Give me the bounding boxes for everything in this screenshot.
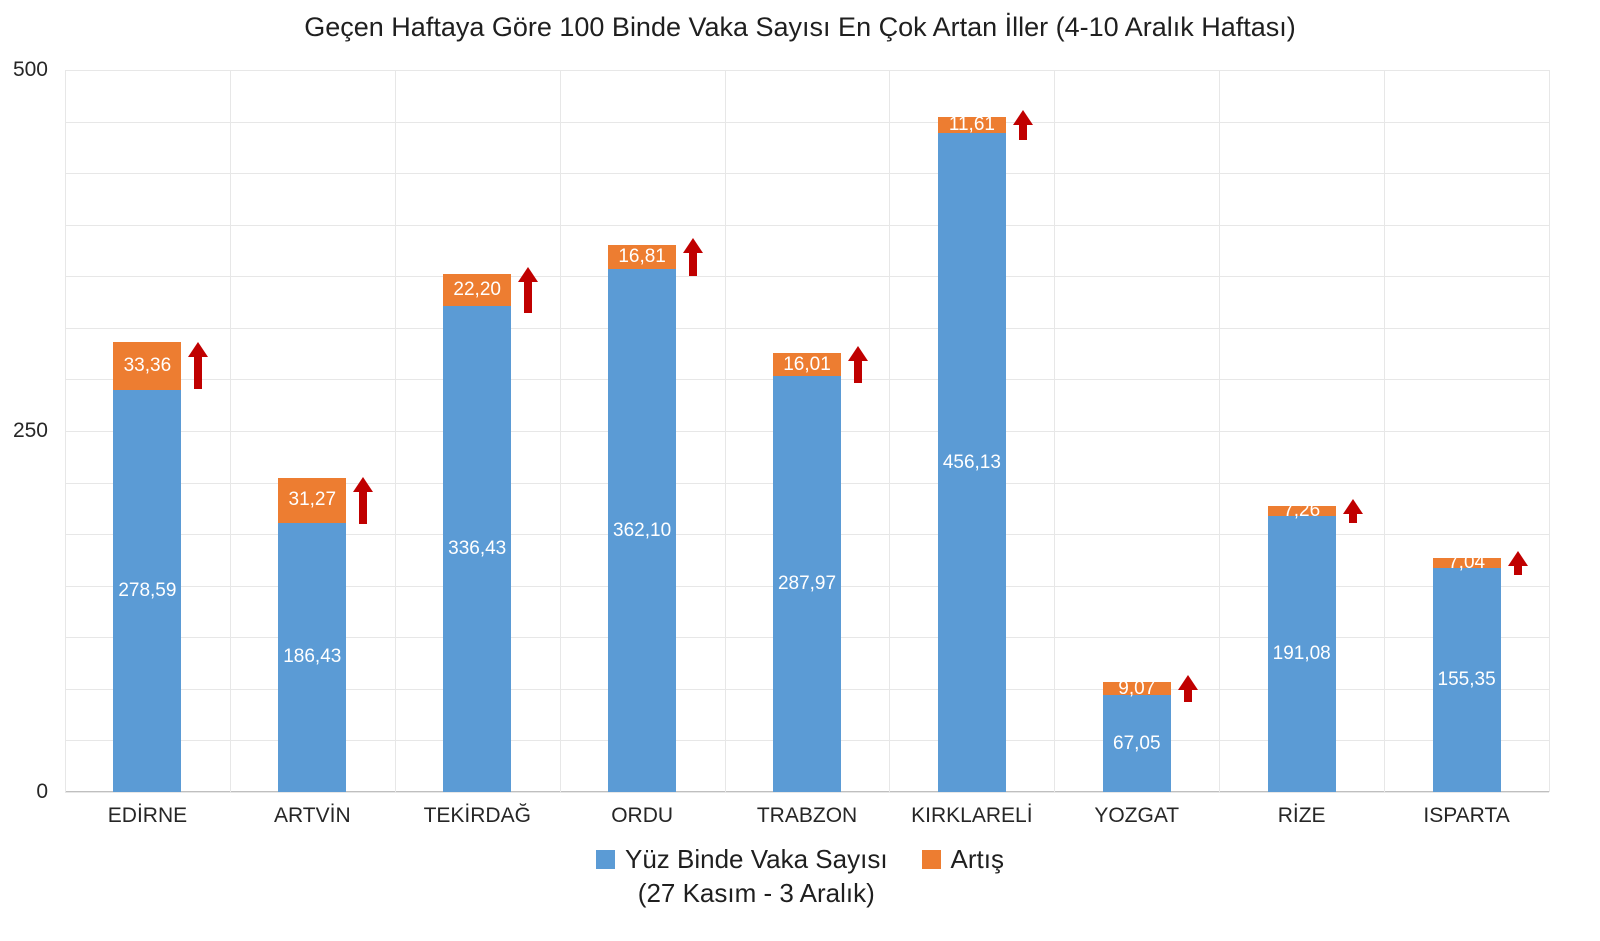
- gridline-horizontal: [65, 224, 1549, 226]
- bar-segment-base: [1102, 695, 1171, 792]
- gridline-horizontal: [65, 792, 1549, 793]
- gridline-horizontal: [65, 70, 1549, 71]
- bar-value-label-increase: 11,61: [948, 114, 995, 135]
- bar-segment-increase: [443, 274, 512, 307]
- bar-segment-base: [1432, 567, 1501, 792]
- gridline-vertical: [1384, 70, 1386, 792]
- bar-value-label-increase: 7,04: [1448, 551, 1486, 573]
- legend-swatch-icon: [921, 850, 941, 869]
- increase-arrow-icon: [683, 237, 704, 277]
- bar-segment-increase: [608, 244, 677, 270]
- bar-value-label-base: 186,43: [283, 646, 342, 668]
- gridline-horizontal: [65, 276, 1549, 278]
- bar-segment-base: [1267, 516, 1336, 792]
- gridline-horizontal: [65, 327, 1549, 329]
- legend-swatch-icon: [595, 850, 615, 869]
- gridline-horizontal: [65, 121, 1549, 123]
- increase-arrow-icon: [518, 267, 539, 314]
- bar-segment-increase: [1432, 557, 1501, 568]
- bar-segment-base: [113, 389, 182, 792]
- gridline-vertical: [724, 70, 726, 792]
- gridline-vertical: [889, 70, 891, 792]
- gridline-vertical: [229, 70, 231, 792]
- bar-value-label-base: 67,05: [1113, 732, 1161, 754]
- bar-value-label-increase: 33,36: [123, 354, 172, 376]
- x-tick-label: ISPARTA: [1423, 804, 1510, 827]
- bar-value-label-base: 278,59: [118, 579, 177, 601]
- bar-segment-increase: [773, 353, 841, 377]
- bar-value-label-base: 287,97: [777, 573, 837, 595]
- increase-arrow-icon: [353, 476, 374, 524]
- bar-segment-increase: [937, 116, 1006, 134]
- bar-segment-base: [278, 522, 347, 792]
- bar-value-label-base: 155,35: [1437, 668, 1496, 690]
- bar-segment-increase: [278, 477, 347, 523]
- gridline-vertical: [559, 70, 561, 792]
- increase-arrow-icon: [188, 342, 209, 390]
- bar-value-label-base: 336,43: [448, 538, 507, 560]
- y-tick-label: 500: [12, 58, 48, 81]
- chart-title: Geçen Haftaya Göre 100 Binde Vaka Sayısı…: [304, 12, 1296, 42]
- bar-segment-base: [443, 306, 512, 792]
- increase-arrow-icon: [1342, 498, 1363, 524]
- gridline-vertical: [394, 70, 396, 792]
- gridline-horizontal: [65, 173, 1549, 175]
- bar-value-label-increase: 16,01: [783, 353, 831, 375]
- bar-value-label-increase: 9,07: [1118, 677, 1156, 699]
- x-tick-label: TRABZON: [756, 804, 858, 827]
- gridline-vertical: [1219, 70, 1221, 792]
- bar-segment-base: [773, 376, 841, 792]
- bar-value-label-increase: 7,26: [1283, 499, 1321, 521]
- bar-value-label-base: 456,13: [942, 451, 1001, 473]
- increase-arrow-icon: [1012, 109, 1033, 141]
- x-tick-label: RİZE: [1277, 804, 1326, 827]
- bar-segment-increase: [1102, 682, 1171, 696]
- x-tick-label: YOZGAT: [1094, 804, 1180, 827]
- increase-arrow-icon: [848, 346, 868, 384]
- x-tick-label: KIRKLARELİ: [911, 804, 1033, 827]
- x-tick-label: ARTVİN: [274, 804, 351, 827]
- x-tick-label: TEKİRDAĞ: [423, 804, 531, 827]
- increase-arrow-icon: [1177, 675, 1198, 703]
- bar-value-label-base: 362,10: [613, 519, 672, 541]
- gridline-vertical: [1054, 70, 1056, 792]
- x-tick-label: ORDU: [611, 804, 674, 827]
- legend-entry: Artış: [921, 842, 1004, 876]
- legend-label: Yüz Binde Vaka Sayısı (27 Kasım - 3 Aralı…: [624, 844, 888, 908]
- bar-segment-base: [937, 133, 1006, 792]
- gridline-vertical: [65, 70, 66, 792]
- bar-value-label-increase: 22,20: [453, 279, 501, 301]
- bar-value-label-base: 191,08: [1272, 643, 1331, 665]
- bar-value-label-increase: 31,27: [288, 489, 337, 511]
- plot-area: 278,59 33,36 186,43 31,27 336,43 22,20 362,10 1…: [65, 70, 1550, 793]
- legend: Yüz Binde Vaka Sayısı (27 Kasım - 3 Aralı…: [0, 842, 1600, 910]
- gridline-vertical: [1549, 70, 1550, 792]
- legend-label: Artış: [950, 844, 1004, 874]
- y-tick-label: 250: [12, 419, 48, 442]
- bar-segment-increase: [1267, 505, 1336, 517]
- increase-arrow-icon: [1507, 550, 1528, 575]
- legend-entry: Yüz Binde Vaka Sayısı (27 Kasım - 3 Aralı…: [595, 842, 888, 910]
- y-tick-label: 0: [36, 780, 48, 803]
- bar-segment-base: [608, 269, 677, 792]
- bar-segment-increase: [113, 341, 182, 390]
- bar-value-label-increase: 16,81: [618, 246, 666, 268]
- x-tick-label: EDİRNE: [107, 804, 188, 827]
